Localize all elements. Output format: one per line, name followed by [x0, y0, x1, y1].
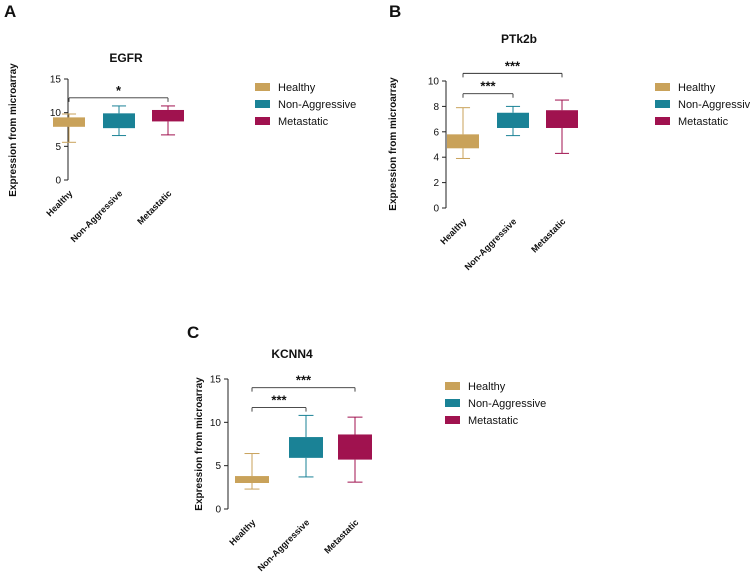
y-tick-label: 8: [433, 102, 439, 113]
box-metastatic: [546, 110, 578, 128]
x-tick-label: Healthy: [438, 216, 468, 246]
panel-letter: A: [4, 2, 16, 21]
chart-title: KCNN4: [271, 347, 313, 361]
significance-label: ***: [480, 79, 496, 94]
legend-swatch: [255, 117, 270, 125]
y-axis-label: Expression from microarray: [388, 77, 399, 211]
legend-label: Metastatic: [468, 415, 519, 427]
significance-label: ***: [271, 393, 287, 408]
legend-label: Healthy: [278, 82, 316, 94]
y-tick-label: 0: [55, 176, 61, 187]
legend-swatch: [655, 100, 670, 108]
legend-label: Non-Aggressive: [278, 99, 356, 111]
panel-a: A EGFR Expression from microarray 0 5 10 15 Hea…: [4, 2, 356, 244]
y-tick-label: 0: [215, 505, 221, 516]
y-axis-label: Expression from microarray: [8, 63, 19, 197]
legend-label: Healthy: [468, 381, 506, 393]
x-tick-label: Metastatic: [322, 517, 360, 555]
x-tick-label: Metastatic: [529, 216, 567, 254]
panel-b: B PTk2b Expression from microarray 0 2 4 6 8 10 H…: [388, 2, 750, 272]
legend-swatch: [445, 399, 460, 407]
legend-swatch: [445, 416, 460, 424]
box-metastatic: [338, 434, 372, 460]
y-tick-label: 0: [433, 204, 439, 215]
legend-swatch: [255, 83, 270, 91]
legend-swatch: [655, 83, 670, 91]
box-non-aggressive: [103, 113, 135, 129]
significance-label: ***: [296, 373, 312, 388]
y-tick-label: 10: [210, 418, 222, 429]
panel-letter: C: [187, 323, 199, 342]
y-tick-label: 4: [433, 153, 439, 164]
legend-label: Healthy: [678, 82, 716, 94]
significance-label: *: [116, 83, 122, 98]
x-tick-label: Non-Aggressive: [256, 517, 312, 573]
chart-title: EGFR: [109, 51, 143, 65]
x-tick-label: Metastatic: [135, 188, 173, 226]
x-tick-label: Non-Aggressive: [463, 216, 519, 272]
legend-swatch: [655, 117, 670, 125]
y-tick-label: 15: [210, 375, 222, 386]
legend-swatch: [255, 100, 270, 108]
significance-label: ***: [505, 58, 521, 73]
x-tick-label: Healthy: [227, 517, 257, 547]
legend-swatch: [445, 382, 460, 390]
box-healthy: [235, 476, 269, 483]
panel-c: C KCNN4 Expression from microarray 0 5 10 15 He…: [187, 323, 546, 573]
box-healthy: [447, 134, 479, 149]
box-non-aggressive: [289, 437, 323, 458]
chart-title: PTk2b: [501, 32, 537, 46]
x-tick-label: Non-Aggressive: [69, 188, 125, 244]
legend-label: Non-Aggressive: [678, 99, 750, 111]
y-axis-label: Expression from microarray: [194, 377, 205, 511]
y-tick-label: 10: [428, 77, 440, 88]
y-tick-label: 2: [433, 178, 439, 189]
x-tick-label: Healthy: [44, 188, 74, 218]
y-tick-label: 10: [50, 108, 62, 119]
legend-label: Metastatic: [678, 116, 729, 128]
y-tick-label: 15: [50, 75, 62, 86]
panel-letter: B: [389, 2, 401, 21]
legend-label: Non-Aggressive: [468, 398, 546, 410]
y-tick-label: 6: [433, 127, 439, 138]
legend-label: Metastatic: [278, 116, 329, 128]
y-tick-label: 5: [215, 461, 221, 472]
y-tick-label: 5: [55, 142, 61, 153]
